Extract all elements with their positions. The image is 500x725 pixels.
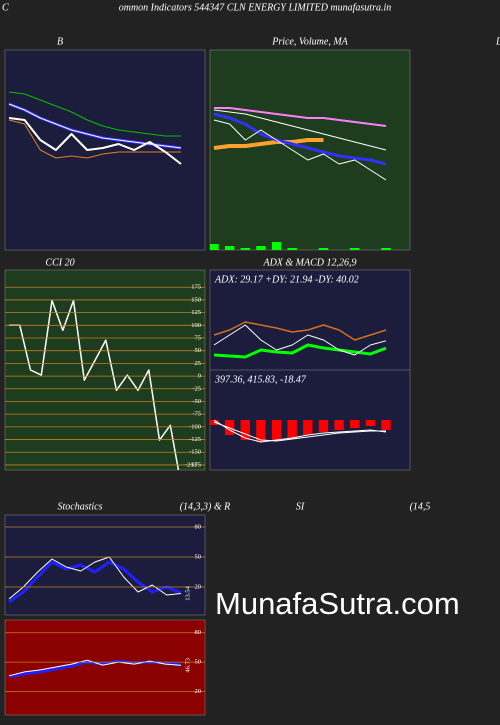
y-tick-label: -125 — [189, 436, 201, 443]
plot-area — [8, 91, 182, 165]
panel-title: ADX & MACD 12,26,9 — [262, 257, 356, 268]
y-tick-label: 20 — [195, 688, 202, 695]
bar — [240, 420, 250, 440]
y-tick-label: 50 — [195, 553, 202, 560]
panel — [4, 49, 206, 251]
bar — [350, 420, 360, 428]
series-line — [213, 343, 387, 359]
y-tick-label: -150 — [189, 449, 201, 456]
bar — [334, 420, 344, 430]
bar — [287, 248, 297, 250]
bar — [318, 248, 329, 250]
series-line — [8, 560, 182, 604]
plot-area — [210, 107, 391, 250]
bar — [240, 248, 250, 250]
y-tick-label: -175 — [189, 461, 201, 468]
series-line — [8, 556, 182, 600]
y-tick-label: 80 — [195, 523, 202, 530]
panel-title: SI — [296, 501, 305, 512]
y-tick-label: 25 — [195, 360, 202, 367]
header-title: ommon Indicators 544347 CLN ENERGY LIMIT… — [119, 2, 392, 13]
bar — [256, 246, 266, 250]
header-prefix: C — [2, 2, 9, 13]
panel-title: Price, Volume, MA — [271, 36, 348, 47]
edge-label: D — [495, 36, 500, 47]
y-tick-label: 75 — [195, 335, 202, 342]
panel-subtitle: (14,5 — [410, 501, 431, 512]
y-tick-label: 50 — [195, 347, 202, 354]
series-line — [8, 117, 182, 165]
y-tick-label: -50 — [192, 398, 201, 405]
y-tick-label: 125 — [191, 309, 201, 316]
annotation: 397.36, 415.83, -18.47 — [214, 374, 307, 385]
series-line — [213, 138, 324, 150]
bar — [271, 242, 282, 250]
y-tick-label: -25 — [192, 385, 201, 392]
series-line — [8, 119, 181, 159]
bar — [365, 420, 376, 426]
series-line — [213, 421, 386, 442]
y-tick-label: 0 — [198, 373, 201, 380]
series-line — [9, 299, 180, 470]
y-tick-label: 20 — [195, 583, 202, 590]
annotation: ADX: 29.17 +DY: 21.94 -DY: 40.02 — [214, 274, 359, 285]
bar — [210, 244, 219, 250]
series-line — [213, 109, 387, 151]
plot-area — [210, 321, 391, 443]
y-tick-label: -100 — [189, 423, 201, 430]
series-line — [213, 419, 387, 443]
bar — [350, 248, 360, 250]
last-value-label: -213 — [185, 461, 197, 468]
last-value-label: 13.54 — [184, 585, 191, 600]
y-tick-label: -75 — [192, 411, 201, 418]
last-value-label: 46.73 — [184, 658, 191, 673]
y-tick-label: 150 — [191, 296, 201, 303]
series-line — [214, 107, 387, 127]
bar — [381, 248, 391, 250]
bar — [224, 246, 235, 250]
panel-title: Stochastics — [58, 501, 103, 512]
series-line — [213, 324, 387, 356]
plot-area — [9, 299, 180, 470]
bar — [287, 420, 297, 438]
panel-title: CCI 20 — [45, 257, 74, 268]
bar — [381, 420, 391, 430]
series-line — [213, 321, 387, 341]
panel — [4, 619, 206, 716]
y-tick-label: 100 — [191, 322, 201, 329]
y-tick-label: 80 — [195, 629, 202, 636]
series-line — [213, 119, 387, 181]
series-line — [8, 659, 182, 677]
y-tick-label: 50 — [195, 659, 202, 666]
bar — [271, 420, 282, 440]
panel-subtitle: (14,3,3) & R — [180, 501, 231, 512]
bar — [318, 420, 329, 432]
panel-title: B — [57, 36, 63, 47]
y-tick-label: 175 — [191, 284, 201, 291]
series-line — [8, 91, 181, 137]
bar — [303, 420, 313, 435]
plot-area — [8, 556, 182, 604]
bar — [256, 420, 266, 442]
watermark: MunafaSutra.com — [215, 586, 460, 621]
series-line — [213, 112, 387, 166]
